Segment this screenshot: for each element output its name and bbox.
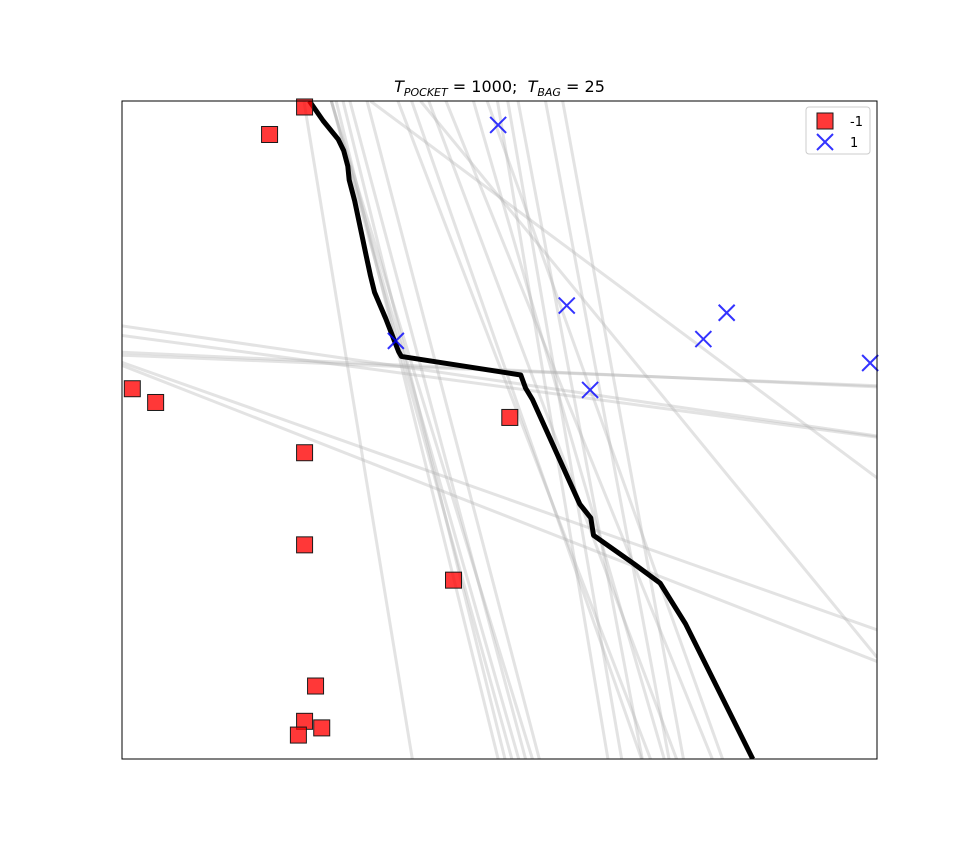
ensemble-boundary-layer: [307, 101, 756, 759]
bag-line-22: [122, 334, 877, 439]
bag-line-9: [410, 101, 643, 759]
point-pos-0: [489, 116, 507, 134]
point-pos-2: [558, 296, 576, 315]
point-neg-1: [261, 125, 279, 143]
bag-line-23: [122, 360, 877, 632]
legend: -11: [805, 106, 871, 155]
bag-line-12: [471, 101, 666, 759]
point-pos-4: [694, 330, 713, 348]
bag-line-5: [341, 101, 507, 759]
bag-line-0: [302, 101, 414, 759]
title-text-3: = 25: [560, 77, 605, 96]
title-symbol-base: T: [527, 77, 538, 96]
bag-line-3: [329, 101, 514, 759]
point-neg-0: [296, 98, 314, 116]
bag-line-20: [419, 101, 877, 659]
point-pos-6: [861, 354, 879, 372]
point-pos-1: [387, 332, 405, 350]
point-neg-7: [307, 677, 325, 695]
point-neg-10: [289, 726, 307, 744]
bag-line-21: [122, 324, 877, 438]
point-neg-2: [123, 380, 141, 398]
legend-marker-pos: [816, 133, 834, 151]
point-neg-5: [296, 536, 314, 554]
bag-line-2: [329, 101, 521, 759]
chart-title: TPOCKET = 1000; TBAG = 25: [122, 77, 877, 99]
point-pos-3: [581, 381, 599, 399]
bag-line-15: [506, 101, 624, 759]
bag-line-4: [334, 101, 500, 759]
bag-line-18: [561, 101, 685, 759]
title-symbol-subscript: BAG: [537, 86, 561, 100]
legend-label-0: -1: [850, 115, 863, 130]
bag-line-17: [544, 101, 671, 759]
point-neg-6: [445, 571, 463, 589]
markers-layer: [123, 98, 879, 744]
bag-line-16: [516, 101, 644, 759]
title-symbol-base: T: [394, 77, 404, 96]
point-pos-5: [717, 304, 736, 322]
bag-line-1: [329, 101, 534, 759]
point-neg-4: [296, 444, 314, 462]
plot-frame: [121, 100, 878, 760]
legend-label-1: 1: [850, 136, 858, 151]
legend-marker-neg: [816, 112, 834, 130]
title-text-1: = 1000;: [447, 77, 528, 96]
bag-line-13: [485, 101, 724, 759]
bag-line-8: [396, 101, 652, 759]
point-neg-3: [147, 393, 165, 411]
plot-area: [122, 101, 877, 759]
bag-line-10: [427, 101, 678, 759]
bag-line-19: [369, 101, 877, 480]
bag-line-14: [495, 101, 610, 759]
bag-line-6: [348, 101, 528, 759]
bag-line-24: [122, 363, 877, 663]
bag-lines-layer: [122, 101, 877, 759]
point-neg-9: [313, 719, 331, 737]
bag-line-11: [444, 101, 714, 759]
point-neg-11: [501, 408, 519, 426]
bag-line-7: [365, 101, 541, 759]
title-symbol-2: TBAG: [527, 77, 561, 100]
title-symbol-subscript: POCKET: [403, 86, 448, 100]
title-symbol-0: TPOCKET: [394, 77, 448, 100]
ensemble-boundary-line: [307, 101, 756, 759]
